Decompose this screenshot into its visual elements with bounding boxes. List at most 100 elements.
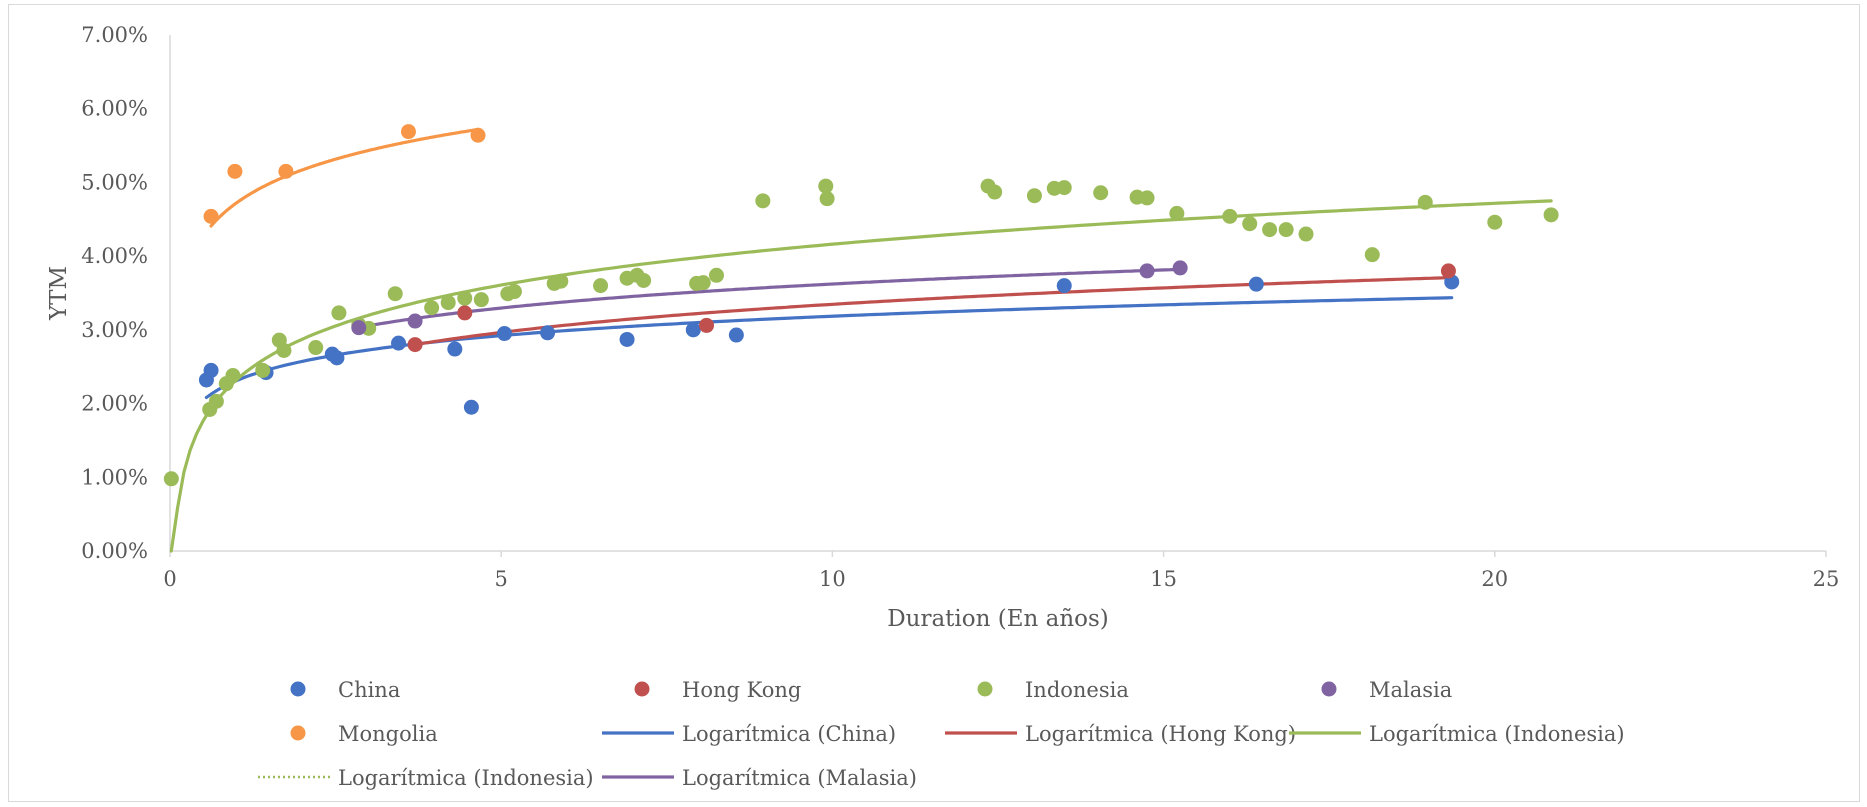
data-point bbox=[1298, 226, 1314, 242]
data-point bbox=[695, 275, 711, 291]
legend-label: Malasia bbox=[1369, 678, 1452, 702]
x-tick-label: 0 bbox=[163, 567, 176, 591]
legend-item: Logarítmica (Malasia) bbox=[602, 766, 917, 790]
axes: 0.00% 1.00% 2.00% 3.00% 4.00% 5.00% 6.00% 7.00%… bbox=[81, 23, 1839, 591]
data-points bbox=[163, 124, 1559, 487]
data-point bbox=[1417, 194, 1433, 210]
data-point bbox=[457, 305, 473, 321]
data-point bbox=[276, 342, 292, 358]
data-point bbox=[1440, 263, 1456, 279]
data-point bbox=[331, 305, 347, 321]
data-point bbox=[387, 286, 403, 302]
legend-item: Malasia bbox=[1321, 678, 1452, 702]
data-point bbox=[818, 178, 834, 194]
legend-marker bbox=[290, 725, 306, 741]
data-point bbox=[506, 284, 522, 300]
data-point bbox=[1093, 185, 1109, 201]
y-tick-label: 5.00% bbox=[81, 170, 148, 194]
legend-item: Logarítmica (Hong Kong) bbox=[945, 722, 1296, 746]
legend-marker bbox=[634, 681, 650, 697]
data-point bbox=[708, 267, 724, 283]
y-tick-label: 2.00% bbox=[81, 392, 148, 416]
data-point bbox=[699, 317, 715, 333]
y-tick-label: 7.00% bbox=[81, 23, 148, 47]
data-point bbox=[470, 127, 486, 143]
data-point bbox=[1262, 222, 1278, 238]
data-point bbox=[619, 331, 635, 347]
trendline bbox=[357, 267, 1182, 330]
legend-label: Logarítmica (Hong Kong) bbox=[1025, 722, 1296, 746]
trendline bbox=[209, 127, 480, 228]
data-point bbox=[308, 340, 324, 356]
legend-label: Logarítmica (Indonesia) bbox=[1369, 722, 1625, 746]
data-point bbox=[329, 350, 345, 366]
data-point bbox=[1242, 216, 1258, 232]
legend-marker bbox=[290, 681, 306, 697]
legend-item: Logarítmica (China) bbox=[602, 722, 896, 746]
data-point bbox=[225, 368, 241, 384]
chart-frame bbox=[8, 4, 1860, 802]
y-tick-label: 1.00% bbox=[81, 465, 148, 489]
data-point bbox=[553, 273, 569, 289]
trendline bbox=[169, 199, 1553, 553]
trendline bbox=[413, 276, 1450, 347]
data-point bbox=[163, 471, 179, 487]
x-tick-label: 20 bbox=[1481, 567, 1508, 591]
data-point bbox=[1139, 190, 1155, 206]
data-point bbox=[987, 184, 1003, 200]
data-point bbox=[728, 327, 744, 343]
data-point bbox=[1248, 276, 1264, 292]
y-axis-title: YTM bbox=[46, 266, 72, 321]
data-point bbox=[497, 326, 513, 342]
y-tick-label: 0.00% bbox=[81, 539, 148, 563]
data-point bbox=[755, 193, 771, 209]
x-tick-label: 5 bbox=[495, 567, 508, 591]
data-point bbox=[1222, 208, 1238, 224]
data-point bbox=[203, 362, 219, 378]
legend-label: Logarítmica (Malasia) bbox=[682, 766, 917, 790]
data-point bbox=[407, 313, 423, 329]
x-axis-title: Duration (En años) bbox=[887, 606, 1109, 632]
data-point bbox=[636, 272, 652, 288]
data-point bbox=[1172, 260, 1188, 276]
legend-label: Hong Kong bbox=[682, 678, 801, 702]
data-point bbox=[457, 290, 473, 306]
x-tick-label: 15 bbox=[1150, 567, 1177, 591]
legend-label: China bbox=[338, 678, 400, 702]
data-point bbox=[540, 325, 556, 341]
data-point bbox=[203, 208, 219, 224]
legend-label: Mongolia bbox=[338, 722, 438, 746]
data-point bbox=[391, 335, 407, 351]
data-point bbox=[1056, 278, 1072, 294]
data-point bbox=[1169, 205, 1185, 221]
legend-label: Logarítmica (China) bbox=[682, 722, 896, 746]
data-point bbox=[255, 362, 271, 378]
data-point bbox=[819, 191, 835, 207]
data-point bbox=[473, 292, 489, 308]
data-point bbox=[278, 163, 294, 179]
trendlines bbox=[169, 127, 1553, 553]
data-point bbox=[1026, 188, 1042, 204]
data-point bbox=[463, 399, 479, 415]
legend-item: China bbox=[290, 678, 400, 702]
data-point bbox=[447, 341, 463, 357]
x-tick-label: 25 bbox=[1813, 567, 1840, 591]
y-tick-label: 6.00% bbox=[81, 97, 148, 121]
legend: China Hong Kong Indonesia Malasia Mongolia Lo… bbox=[258, 678, 1625, 790]
data-point bbox=[1543, 207, 1559, 223]
y-tick-label: 3.00% bbox=[81, 318, 148, 342]
data-point bbox=[351, 320, 367, 336]
data-point bbox=[208, 393, 224, 409]
data-point bbox=[1487, 214, 1503, 230]
x-tick-label: 10 bbox=[819, 567, 846, 591]
legend-item: Logarítmica (Indonesia) bbox=[1289, 722, 1625, 746]
legend-label: Logarítmica (Indonesia) bbox=[338, 766, 594, 790]
data-point bbox=[407, 337, 423, 353]
data-point bbox=[593, 278, 609, 294]
data-point bbox=[440, 295, 456, 311]
legend-item: Logarítmica (Indonesia) bbox=[258, 766, 594, 790]
data-point bbox=[1364, 247, 1380, 263]
data-point bbox=[400, 124, 416, 140]
legend-marker bbox=[977, 681, 993, 697]
data-point bbox=[685, 322, 701, 338]
